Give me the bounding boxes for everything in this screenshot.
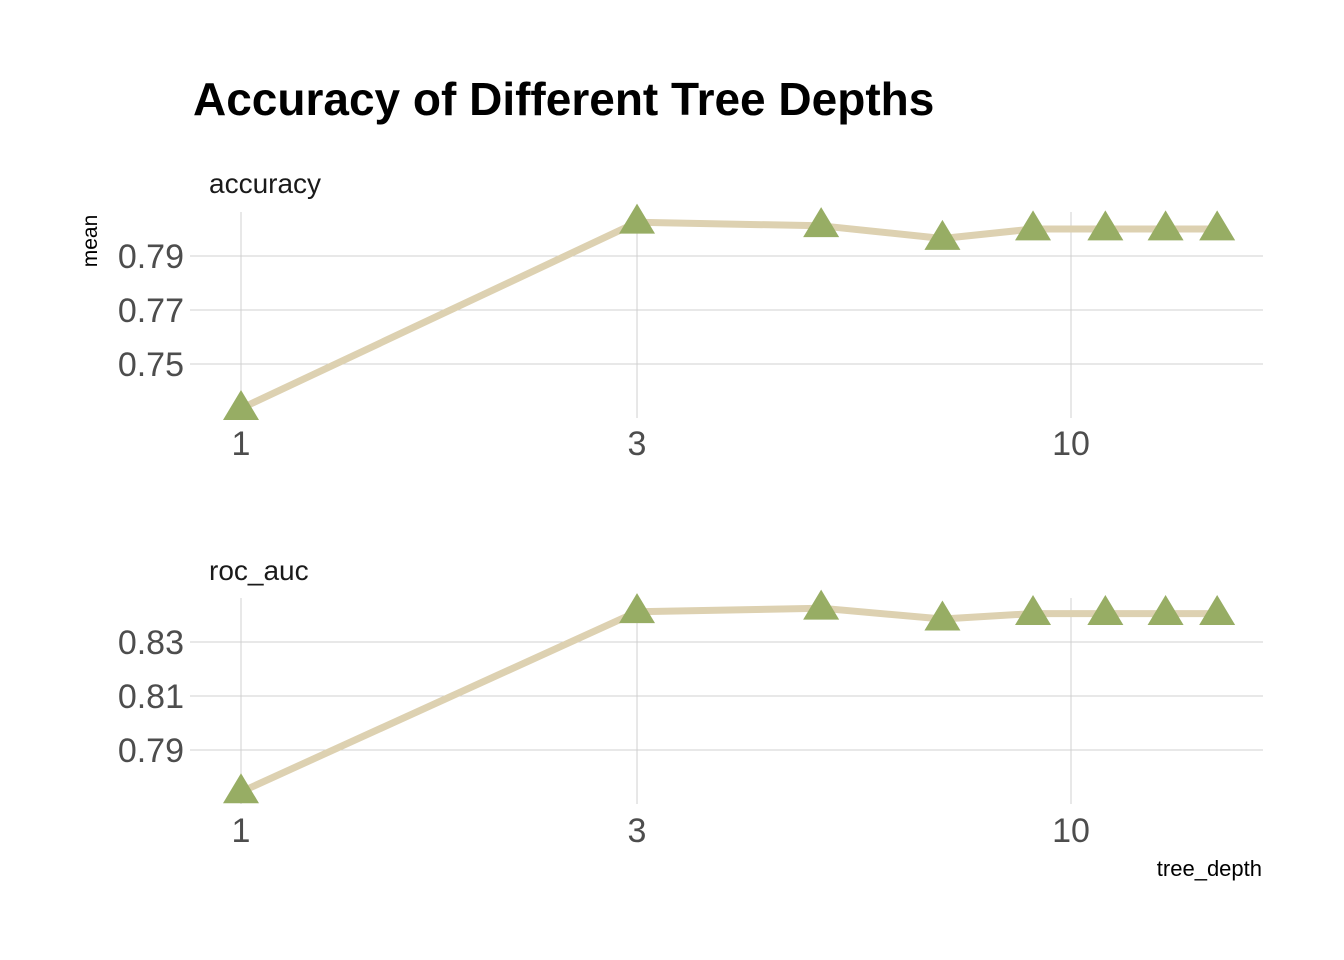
x-tick-label: 3	[628, 812, 647, 850]
data-point-marker	[803, 589, 840, 620]
data-point-marker	[924, 219, 961, 250]
data-point-marker	[924, 600, 961, 631]
data-point-marker	[1087, 595, 1124, 626]
data-point-marker	[1199, 595, 1236, 626]
data-point-marker	[1087, 210, 1124, 241]
data-point-marker	[1147, 210, 1184, 241]
facet-label: accuracy	[209, 168, 321, 199]
x-tick-label: 10	[1052, 425, 1090, 463]
data-point-marker	[1199, 210, 1236, 241]
y-tick-label: 0.75	[118, 346, 184, 384]
data-point-marker	[1015, 210, 1052, 241]
data-point-marker	[1015, 595, 1052, 626]
data-point-marker	[803, 207, 840, 238]
data-point-marker	[223, 389, 259, 420]
facet-panel-roc_auc: roc_auc 0.79 0.81 0.83 1 3 10	[118, 555, 1263, 850]
y-tick-label: 0.77	[118, 292, 184, 330]
x-tick-label: 1	[232, 812, 251, 850]
y-tick-label: 0.81	[118, 678, 184, 716]
y-tick-label: 0.83	[118, 624, 184, 662]
data-point-marker	[1147, 595, 1184, 626]
data-point-marker	[619, 203, 656, 234]
x-tick-label: 10	[1052, 812, 1090, 850]
x-tick-label: 3	[628, 425, 647, 463]
y-tick-label: 0.79	[118, 238, 184, 276]
x-tick-label: 1	[232, 425, 251, 463]
data-point-marker	[223, 773, 259, 804]
facet-label: roc_auc	[209, 555, 309, 586]
data-point-marker	[619, 593, 656, 624]
chart-title: Accuracy of Different Tree Depths	[193, 73, 935, 125]
y-tick-label: 0.79	[118, 732, 184, 770]
facet-panel-accuracy: accuracy 0.75 0.77 0.79 1 3 10	[118, 168, 1263, 463]
y-axis-label: mean	[79, 215, 102, 268]
x-axis-label: tree_depth	[1157, 856, 1262, 881]
